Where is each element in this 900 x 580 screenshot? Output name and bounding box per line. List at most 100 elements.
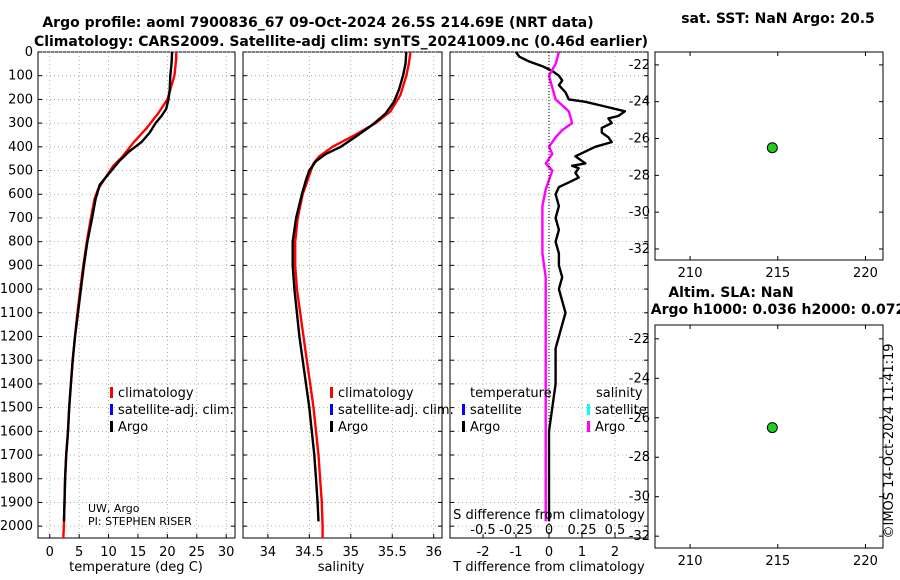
x-tick-label: 215: [765, 266, 790, 281]
sst-map-panel: -22 -24 -26 -28 -30 -32 210 215 220: [629, 51, 884, 281]
credit-line2: PI: STEPHEN RISER: [88, 515, 192, 528]
y-tick-label: 0: [25, 45, 33, 60]
y-tick-label: 300: [8, 116, 33, 131]
y-tick-label: 1800: [0, 472, 33, 487]
sst-title: sat. SST: NaN Argo: 20.5: [681, 11, 875, 27]
legend-swatch-argo: [110, 421, 113, 432]
x2-tick-label: 0: [545, 523, 553, 538]
legend-swatch-s-argo: [587, 421, 590, 432]
y-tick-label: 800: [8, 235, 33, 250]
y-tick-label: 2000: [0, 519, 33, 534]
legend-swatch-s-satellite: [587, 404, 590, 415]
x-tick-label: 35: [343, 545, 360, 560]
x-tick-label: 2: [611, 545, 619, 560]
diff-x2label: S difference from climatology: [453, 508, 645, 523]
main-title-line2: Climatology: CARS2009. Satellite-adj cli…: [34, 34, 648, 50]
legend-climatology: climatology: [338, 386, 414, 401]
y-tick-label: 1300: [0, 353, 33, 368]
x-tick-label: 215: [765, 554, 790, 569]
x-tick-label: -1: [510, 545, 523, 560]
legend-s-argo: Argo: [595, 420, 625, 435]
y-tick-label: -30: [629, 205, 650, 220]
argo-location-marker: [766, 422, 778, 434]
x-tick-label: 210: [678, 266, 703, 281]
y-tick-label: 100: [8, 69, 33, 84]
legend-swatch-climatology: [110, 387, 113, 398]
difference-panel: -2 -1 0 1 2 -0.5 -0.25 0 0.25 0.5: [449, 51, 649, 560]
temperature-legend: climatology satellite-adj. clim. Argo: [110, 386, 234, 435]
y-tick-label: 1900: [0, 495, 33, 510]
y-tick-label: -24: [629, 371, 650, 386]
legend-temperature-header: temperature: [470, 386, 552, 401]
sla-title-line1: Altim. SLA: NaN: [668, 285, 793, 301]
y-tick-label: 200: [8, 92, 33, 107]
timestamp: ©IMOS 14-Oct-2024 11:41:19: [882, 343, 897, 538]
series-line-salinity-argo: [541, 51, 574, 522]
diff-xlabel: T difference from climatology: [452, 560, 645, 575]
main-title-line1: Argo profile: aoml 7900836_67 09-Oct-202…: [42, 15, 593, 31]
argo-location-marker: [766, 142, 778, 154]
legend-swatch-argo: [330, 421, 333, 432]
y-tick-label: -24: [629, 95, 650, 110]
x-tick-label: 10: [100, 545, 117, 560]
x2-tick-label: 0.5: [605, 523, 626, 538]
credit-line1: UW, Argo: [88, 502, 140, 515]
salinity-panel: 34 34.5 35 35.5 36: [242, 51, 443, 560]
legend-argo: Argo: [118, 420, 148, 435]
y-tick-label: 1100: [0, 306, 33, 321]
y-tick-label: -26: [629, 411, 650, 426]
difference-legend: temperature satellite Argo salinity sate…: [462, 386, 647, 435]
legend-swatch-satellite: [330, 404, 333, 415]
x-tick-label: 15: [130, 545, 147, 560]
y-tick-label: -22: [629, 58, 650, 73]
x-tick-label: 35.5: [378, 545, 407, 560]
y-tick-label: 1000: [0, 282, 33, 297]
legend-satellite: satellite-adj. clim.: [338, 403, 454, 418]
plot-frame: [242, 51, 443, 539]
x-tick-label: 0: [545, 545, 553, 560]
salinity-xlabel: salinity: [318, 560, 365, 575]
x-tick-label: 34.5: [295, 545, 324, 560]
x-tick-label: 220: [853, 266, 878, 281]
legend-swatch-satellite: [110, 404, 113, 415]
y-tick-label: 1600: [0, 424, 33, 439]
legend-t-satellite: satellite: [470, 403, 522, 418]
y-tick-label: -32: [629, 242, 650, 257]
x-tick-label: 5: [75, 545, 83, 560]
x2-tick-label: -0.25: [499, 523, 533, 538]
y-tick-label: -28: [629, 450, 650, 465]
x-tick-label: -2: [477, 545, 490, 560]
x-tick-label: 36: [425, 545, 442, 560]
legend-s-satellite: satellite: [595, 403, 647, 418]
plot-frame: [37, 51, 236, 539]
legend-swatch-t-argo: [462, 421, 465, 432]
legend-argo: Argo: [338, 420, 368, 435]
x2-tick-label: -0.5: [470, 523, 495, 538]
temperature-panel: 0100200300400500600700800900100011001200…: [0, 45, 236, 560]
y-tick-label: 1400: [0, 377, 33, 392]
x-tick-label: 210: [678, 554, 703, 569]
x-tick-label: 0: [46, 545, 54, 560]
x-tick-label: 30: [218, 545, 235, 560]
sla-map-panel: -22 -24 -26 -28 -30 -32 210 215 220: [629, 324, 884, 569]
map-frame: [654, 51, 884, 261]
y-tick-label: -28: [629, 168, 650, 183]
x-tick-label: 220: [853, 554, 878, 569]
x2-tick-label: 0.25: [568, 523, 597, 538]
y-tick-label: -30: [629, 490, 650, 505]
map-frame: [654, 324, 884, 549]
y-tick-label: 400: [8, 140, 33, 155]
series-line-argo: [291, 51, 408, 522]
salinity-legend: climatology satellite-adj. clim. Argo: [330, 386, 454, 435]
temperature-xlabel: temperature (deg C): [69, 560, 203, 575]
y-tick-label: 500: [8, 164, 33, 179]
legend-satellite: satellite-adj. clim.: [118, 403, 234, 418]
y-tick-label: 600: [8, 187, 33, 202]
y-tick-label: 900: [8, 258, 33, 273]
legend-salinity-header: salinity: [596, 386, 643, 401]
x-tick-label: 25: [189, 545, 206, 560]
legend-climatology: climatology: [118, 386, 194, 401]
series-line-temperature-argo: [515, 51, 627, 522]
y-tick-label: -26: [629, 132, 650, 147]
